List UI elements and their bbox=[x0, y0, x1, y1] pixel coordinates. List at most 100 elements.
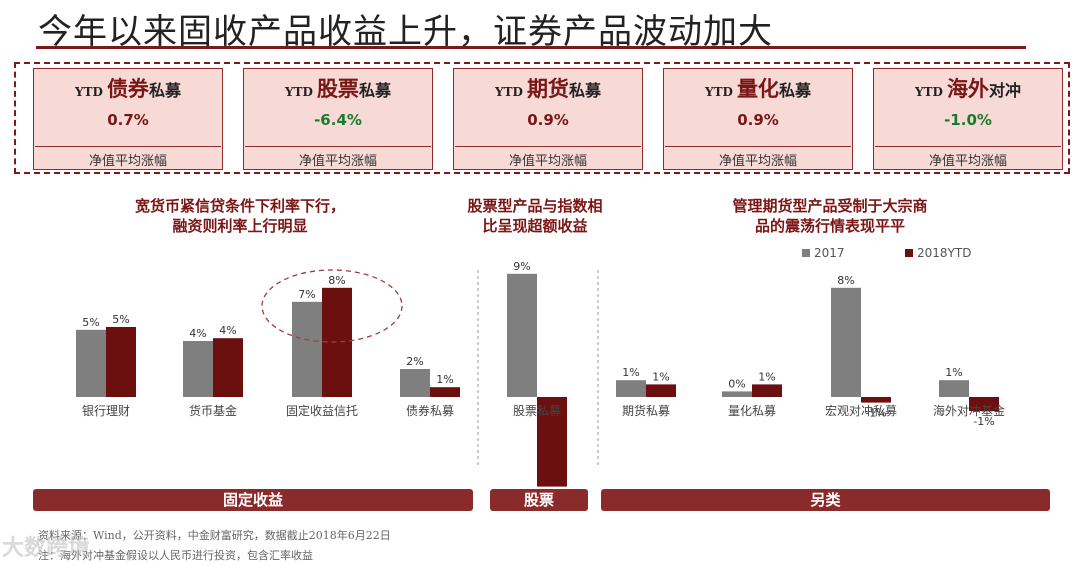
category-label-7: 宏观对冲私募 bbox=[825, 403, 897, 418]
kpi-bond-value: 0.7% bbox=[107, 111, 149, 129]
data-label-2017-8: 1% bbox=[945, 366, 962, 379]
kpi-stock-ytd: YTD bbox=[285, 85, 313, 99]
kpi-overseas: YTD 海外对冲 -1.0% 净值平均涨幅 bbox=[873, 68, 1063, 170]
bars-layer bbox=[76, 273, 999, 487]
heading-other-line2: 品的震荡行情表现平平 bbox=[754, 217, 905, 235]
heading-fixed-line1: 宽货币紧信贷条件下利率下行， bbox=[134, 197, 345, 215]
kpi-bond-suffix: 私募 bbox=[148, 81, 181, 100]
category-label-1: 货币基金 bbox=[189, 403, 237, 418]
kpi-overseas-name: 海外 bbox=[946, 76, 989, 101]
legend-swatch-2018ytd bbox=[905, 249, 913, 257]
kpi-quant-value: 0.9% bbox=[737, 111, 779, 129]
kpi-stock-suffix: 私募 bbox=[358, 81, 391, 100]
heading-stock-line1: 股票型产品与指数相 bbox=[467, 197, 603, 215]
data-label-2017-3: 2% bbox=[406, 355, 423, 368]
kpi-overseas-title: YTD 海外对冲 bbox=[874, 73, 1062, 103]
kpi-futures-suffix: 私募 bbox=[568, 81, 601, 100]
category-label-3: 债券私募 bbox=[406, 403, 454, 418]
kpi-quant-suffix: 私募 bbox=[778, 81, 811, 100]
data-label-2018ytd-0: 5% bbox=[112, 313, 129, 326]
kpi-futures-ytd: YTD bbox=[495, 85, 523, 99]
category-label-2: 固定收益信托 bbox=[286, 403, 358, 418]
kpi-futures-label: 净值平均涨幅 bbox=[508, 154, 587, 169]
kpi-frame bbox=[14, 62, 1070, 174]
legend-label-2017: 2017 bbox=[814, 246, 845, 260]
kpi-bond-label: 净值平均涨幅 bbox=[88, 154, 167, 169]
kpi-stock: YTD 股票私募 -6.4% 净值平均涨幅 bbox=[243, 68, 433, 170]
watermark: 大数跨境 bbox=[2, 536, 91, 561]
heading-other-line1: 管理期货型产品受制于大宗商 bbox=[732, 197, 928, 215]
kpi-stock-name: 股票 bbox=[316, 76, 359, 101]
bar-2018ytd-5 bbox=[646, 384, 676, 397]
bar-2018ytd-2 bbox=[322, 287, 352, 397]
kpi-bond: YTD 债券私募 0.7% 净值平均涨幅 bbox=[33, 68, 223, 170]
category-label-4: 股票私募 bbox=[513, 404, 561, 418]
legend-label-2018ytd: 2018YTD bbox=[917, 246, 971, 260]
bar-2018ytd-3 bbox=[430, 387, 460, 397]
bar-2017-0 bbox=[76, 329, 106, 397]
data-label-2017-7: 8% bbox=[837, 274, 854, 287]
bar-2017-1 bbox=[183, 341, 213, 397]
kpi-quant-name: 量化 bbox=[736, 76, 779, 101]
data-label-2017-0: 5% bbox=[82, 316, 99, 329]
data-label-2017-5: 1% bbox=[622, 366, 639, 379]
kpi-bond-title: YTD 债券私募 bbox=[34, 73, 222, 103]
legend-swatch-2017 bbox=[802, 249, 810, 257]
kpi-divider bbox=[875, 146, 1061, 147]
category-label-6: 量化私募 bbox=[728, 404, 776, 418]
bar-2017-5 bbox=[616, 380, 646, 397]
category-label-8: 海外对冲基金 bbox=[933, 403, 1005, 418]
kpi-futures-title: YTD 期货私募 bbox=[454, 73, 642, 103]
kpi-divider bbox=[455, 146, 641, 147]
title-underline bbox=[36, 46, 1026, 49]
bar-2018ytd-6 bbox=[752, 384, 782, 397]
highlight-ellipse bbox=[261, 269, 403, 343]
bar-2017-8 bbox=[939, 380, 969, 397]
data-label-2018ytd-3: 1% bbox=[436, 373, 453, 386]
heading-fixed-line2: 融资则利率上行明显 bbox=[172, 217, 308, 235]
kpi-overseas-suffix: 对冲 bbox=[988, 81, 1021, 100]
kpi-divider bbox=[665, 146, 851, 147]
bar-2018ytd-1 bbox=[213, 338, 243, 397]
kpi-bond-ytd: YTD bbox=[75, 85, 103, 99]
bar-2018ytd-0 bbox=[106, 327, 136, 397]
bar-2017-4 bbox=[507, 273, 537, 397]
kpi-stock-label: 净值平均涨幅 bbox=[298, 154, 377, 169]
heading-stock: 股票型产品与指数相 比呈现超额收益 bbox=[440, 196, 630, 236]
kpi-futures: YTD 期货私募 0.9% 净值平均涨幅 bbox=[453, 68, 643, 170]
page-title: 今年以来固收产品收益上升，证券产品波动加大 bbox=[38, 12, 773, 52]
kpi-overseas-label: 净值平均涨幅 bbox=[928, 154, 1007, 169]
bar-2017-3 bbox=[400, 369, 430, 397]
heading-fixed-income: 宽货币紧信贷条件下利率下行， 融资则利率上行明显 bbox=[100, 196, 380, 236]
category-label-5: 期货私募 bbox=[622, 403, 670, 418]
kpi-stock-title: YTD 股票私募 bbox=[244, 73, 432, 103]
kpi-quant: YTD 量化私募 0.9% 净值平均涨幅 bbox=[663, 68, 853, 170]
data-label-2018ytd-8: -1% bbox=[973, 415, 994, 428]
kpi-quant-label: 净值平均涨幅 bbox=[718, 154, 797, 169]
kpi-overseas-value: -1.0% bbox=[944, 111, 992, 129]
source-note: 资料来源：Wind，公开资料，中金财富研究，数据截止2018年6月22日 bbox=[38, 529, 391, 542]
data-label-2018ytd-7: -1% bbox=[865, 407, 886, 420]
bar-2018ytd-7 bbox=[861, 397, 891, 403]
labels-layer: 5%5%4%4%7%8%2%1%9%-6%1%1%0%1%8%-1%1%-1% bbox=[82, 260, 994, 504]
kpi-quant-title: YTD 量化私募 bbox=[664, 73, 852, 103]
data-label-2017-6: 0% bbox=[728, 377, 745, 390]
kpi-overseas-ytd: YTD bbox=[915, 85, 943, 99]
segment-stock: 股票 bbox=[490, 489, 588, 511]
kpi-futures-value: 0.9% bbox=[527, 111, 569, 129]
data-label-2018ytd-1: 4% bbox=[219, 324, 236, 337]
data-label-2017-1: 4% bbox=[189, 327, 206, 340]
bar-2018ytd-4 bbox=[537, 397, 567, 487]
kpi-bond-name: 债券 bbox=[106, 76, 149, 101]
kpi-divider bbox=[245, 146, 431, 147]
data-label-2018ytd-6: 1% bbox=[758, 370, 775, 383]
segment-fixed-income: 固定收益 bbox=[33, 489, 473, 511]
kpi-futures-name: 期货 bbox=[526, 76, 569, 101]
footnote: 注：海外对冲基金假设以人民币进行投资，包含汇率收益 bbox=[38, 549, 313, 562]
heading-alternative: 管理期货型产品受制于大宗商 品的震荡行情表现平平 bbox=[690, 196, 970, 236]
category-labels-layer: 银行理财 货币基金 固定收益信托 债券私募 股票私募 期货私募 量化私募 宏观对冲私募 海外对冲… bbox=[82, 403, 1005, 418]
kpi-divider bbox=[35, 146, 221, 147]
data-label-2017-2: 7% bbox=[298, 288, 315, 301]
data-label-2017-4: 9% bbox=[513, 260, 530, 273]
bar-2017-7 bbox=[831, 287, 861, 397]
